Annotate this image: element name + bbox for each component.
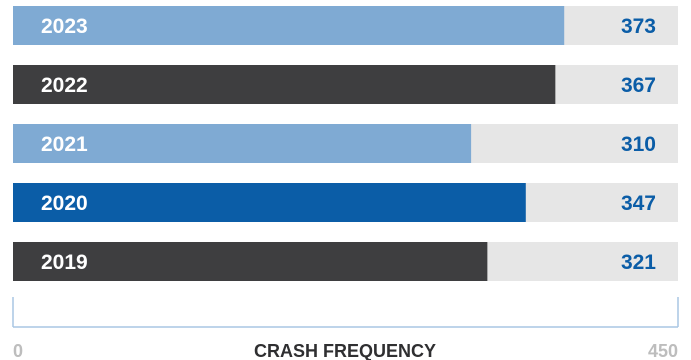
bar-2021 <box>13 124 472 163</box>
bars <box>13 6 565 281</box>
x-tick-min-label: 0 <box>13 341 23 360</box>
value-label-2021: 310 <box>621 133 656 156</box>
category-label-2020: 2020 <box>41 192 88 215</box>
bar-2022 <box>13 65 556 104</box>
value-label-2020: 347 <box>621 192 656 215</box>
value-label-2023: 373 <box>621 15 656 38</box>
category-label-2023: 2023 <box>41 15 88 38</box>
bar-2019 <box>13 242 488 281</box>
value-label-2022: 367 <box>621 74 656 97</box>
bar-2020 <box>13 183 526 222</box>
value-label-2019: 321 <box>621 251 656 274</box>
category-labels: 2023 2022 2021 2020 2019 <box>41 15 88 274</box>
x-axis-title: CRASH FREQUENCY <box>254 341 436 360</box>
x-tick-max-label: 450 <box>648 341 678 360</box>
bar-2023 <box>13 6 565 45</box>
category-label-2019: 2019 <box>41 251 88 274</box>
category-label-2021: 2021 <box>41 133 88 156</box>
value-labels: 373 367 310 347 321 <box>621 15 656 274</box>
category-label-2022: 2022 <box>41 74 88 97</box>
x-axis: 0 CRASH FREQUENCY 450 <box>12 297 679 360</box>
